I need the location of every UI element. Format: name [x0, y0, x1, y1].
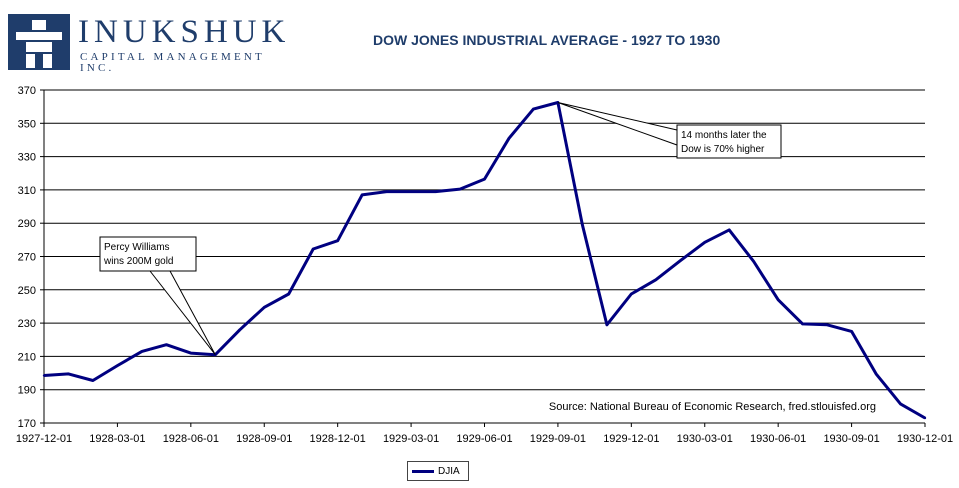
y-tick-label: 350 — [18, 118, 36, 130]
y-tick-label: 210 — [18, 351, 36, 363]
data-point — [850, 330, 853, 333]
x-tick-label: 1928-12-01 — [310, 433, 366, 445]
x-tick-label: 1928-03-01 — [89, 433, 145, 445]
data-point — [605, 323, 609, 326]
legend-swatch-djia — [412, 469, 434, 473]
x-tick-label: 1930-03-01 — [677, 433, 733, 445]
data-point — [630, 292, 633, 296]
data-point — [42, 374, 46, 377]
y-tick-label: 290 — [18, 218, 36, 230]
data-point — [874, 372, 878, 376]
data-point — [581, 223, 584, 227]
x-axis-ticks: 1927-12-01 1928-03-01 1928-06-01 1928-09-01… — [16, 423, 953, 445]
data-point — [801, 322, 804, 326]
callout-text: Dow is 70% higher — [681, 144, 765, 155]
data-point — [679, 259, 682, 262]
data-point — [409, 190, 413, 193]
data-point — [140, 350, 144, 353]
y-tick-label: 310 — [18, 185, 36, 197]
data-point — [507, 137, 511, 140]
data-point — [263, 306, 266, 309]
data-point — [165, 343, 168, 346]
x-tick-label: 1928-09-01 — [236, 433, 292, 445]
x-tick-label: 1929-12-01 — [603, 433, 659, 445]
legend: DJIA — [407, 461, 469, 481]
x-tick-label: 1930-12-01 — [897, 433, 953, 445]
y-tick-label: 170 — [18, 418, 36, 430]
x-tick-label: 1929-06-01 — [456, 433, 512, 445]
data-point — [91, 379, 95, 382]
y-tick-label: 370 — [18, 85, 36, 97]
data-point — [923, 416, 927, 420]
data-point — [899, 402, 902, 406]
x-tick-label: 1929-03-01 — [383, 433, 439, 445]
data-point — [654, 278, 658, 282]
data-point — [703, 241, 706, 244]
x-tick-label: 1928-06-01 — [163, 433, 219, 445]
y-tick-label: 230 — [18, 318, 36, 330]
callout-text: 14 months later the — [681, 130, 767, 141]
callout-box — [676, 124, 782, 159]
data-point — [483, 177, 486, 181]
y-tick-label: 250 — [18, 285, 36, 297]
data-point — [752, 260, 755, 263]
annotations: Percy Williams wins 200M gold 14 months la… — [99, 102, 782, 356]
data-point — [67, 372, 70, 376]
data-point — [116, 364, 119, 367]
data-point — [776, 298, 780, 301]
annotation-14-months-later: 14 months later the Dow is 70% higher — [557, 102, 782, 159]
data-point — [287, 292, 290, 296]
data-point — [336, 239, 339, 242]
brand-name: INUKSHUK — [78, 14, 291, 50]
data-point — [825, 323, 829, 326]
data-point — [728, 228, 731, 232]
y-tick-label: 190 — [18, 385, 36, 397]
x-tick-label: 1929-09-01 — [530, 433, 586, 445]
annotation-percy-williams: Percy Williams wins 200M gold — [99, 236, 216, 356]
y-axis-ticks: 170 190 210 230 250 270 290 310 330 350 370 — [18, 85, 44, 430]
callout-box — [99, 236, 197, 272]
data-point — [189, 351, 193, 355]
data-point — [311, 247, 315, 251]
y-tick-label: 330 — [18, 152, 36, 164]
data-point — [458, 187, 462, 191]
data-point — [434, 190, 437, 193]
callout-text: Percy Williams — [104, 242, 170, 253]
source-note: Source: National Bureau of Economic Rese… — [549, 401, 876, 413]
callout-pointer — [148, 270, 216, 356]
company-logo: INUKSHUK CAPITAL MANAGEMENT INC. — [8, 14, 298, 74]
x-tick-label: 1927-12-01 — [16, 433, 72, 445]
inukshuk-icon — [8, 14, 70, 70]
x-tick-label: 1930-06-01 — [750, 433, 806, 445]
data-point — [385, 190, 388, 193]
callout-text: wins 200M gold — [103, 256, 173, 267]
data-point — [360, 193, 364, 197]
x-tick-label: 1930-09-01 — [823, 433, 879, 445]
brand-subtitle: CAPITAL MANAGEMENT INC. — [80, 51, 265, 74]
chart-title: DOW JONES INDUSTRIAL AVERAGE - 1927 TO 1… — [373, 32, 721, 48]
y-tick-label: 270 — [18, 252, 36, 264]
data-point — [238, 328, 241, 331]
legend-label-djia: DJIA — [438, 465, 460, 477]
data-point — [532, 107, 535, 111]
